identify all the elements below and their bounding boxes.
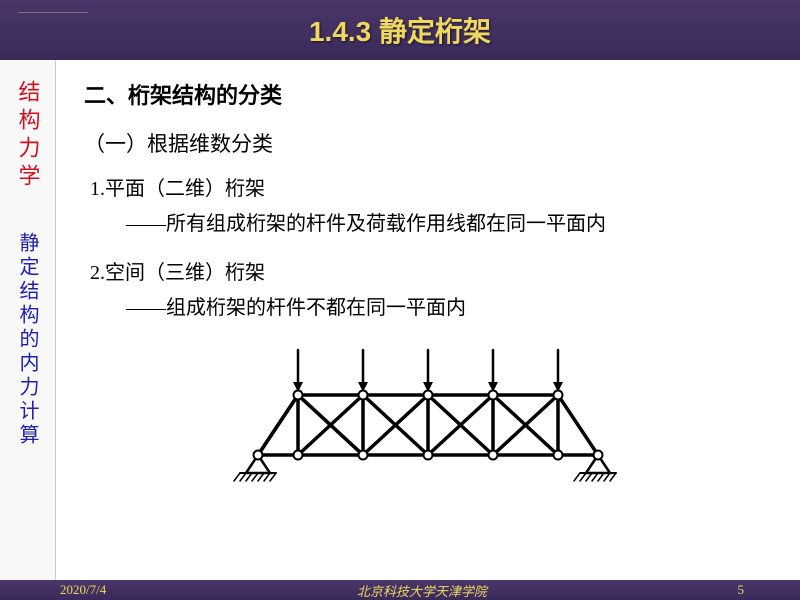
footer: 2020/7/4 北京科技大学天津学院 5 — [0, 580, 800, 600]
footer-date: 2020/7/4 — [60, 582, 106, 598]
sidebar-chapter-name: 静定结构的内力计算 — [13, 232, 42, 448]
subsection-title: （一）根据维数分类 — [84, 128, 772, 158]
item2-title: 2.空间（三维）桁架 — [90, 256, 772, 285]
content-area: 二、桁架结构的分类 （一）根据维数分类 1.平面（二维）桁架 ——所有组成桁架的… — [56, 60, 800, 580]
item2-desc: ——组成桁架的杆件不都在同一平面内 — [126, 291, 772, 320]
footer-page-number: 5 — [738, 582, 745, 598]
item1-desc: ——所有组成桁架的杆件及荷载作用线都在同一平面内 — [126, 207, 772, 236]
section-title: 二、桁架结构的分类 — [84, 78, 772, 110]
header: —————————— 1.4.3 静定桁架 — [0, 0, 800, 60]
truss-diagram — [228, 340, 628, 500]
sidebar: 结构力学 静定结构的内力计算 — [0, 60, 56, 580]
slide-title: 1.4.3 静定桁架 — [309, 10, 491, 50]
item1-title: 1.平面（二维）桁架 — [90, 172, 772, 201]
footer-institution: 北京科技大学天津学院 — [106, 581, 737, 600]
sidebar-course-name: 结构力学 — [12, 80, 44, 192]
header-small-text: —————————— — [18, 8, 88, 16]
